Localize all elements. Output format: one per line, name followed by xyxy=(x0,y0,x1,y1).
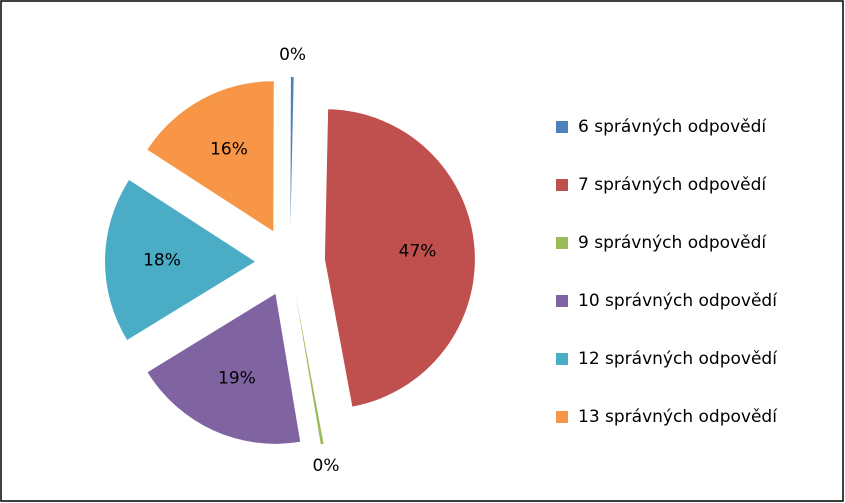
pie-slice xyxy=(105,180,256,340)
legend-label: 7 správných odpovědí xyxy=(578,175,767,195)
legend-label: 6 správných odpovědí xyxy=(578,117,767,137)
legend-swatch xyxy=(556,121,568,133)
pie-slice xyxy=(296,296,324,445)
legend-swatch xyxy=(556,295,568,307)
legend-label: 12 správných odpovědí xyxy=(578,349,778,369)
legend-label: 13 správných odpovědí xyxy=(578,407,778,427)
legend-swatch xyxy=(556,353,568,365)
legend-swatch xyxy=(556,411,568,423)
legend-swatch xyxy=(556,179,568,191)
data-label: 19% xyxy=(218,368,256,388)
legend-swatch xyxy=(556,237,568,249)
pie-slice xyxy=(290,77,294,228)
data-label: 47% xyxy=(399,242,437,262)
data-label: 0% xyxy=(313,456,340,476)
pie-slice xyxy=(147,293,301,444)
data-label: 18% xyxy=(143,250,181,270)
legend-label: 10 správných odpovědí xyxy=(578,291,778,311)
legend-label: 9 správných odpovědí xyxy=(578,233,767,253)
data-label: 0% xyxy=(279,45,306,65)
pie-slice xyxy=(147,81,274,232)
data-label: 16% xyxy=(210,139,248,159)
pie-slice xyxy=(324,109,475,407)
